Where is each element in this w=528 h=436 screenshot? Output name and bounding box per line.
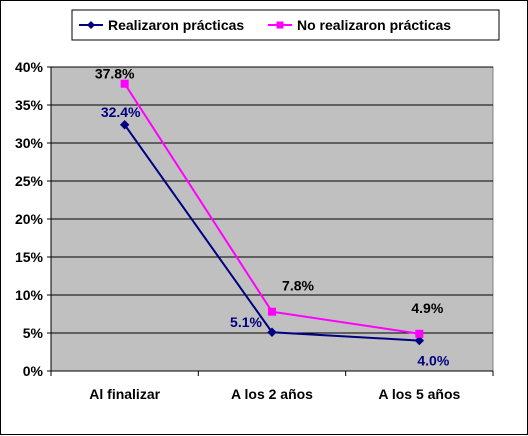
legend-marker-1 bbox=[276, 21, 284, 29]
y-tick-label: 15% bbox=[15, 249, 44, 265]
y-tick-label: 0% bbox=[23, 363, 44, 379]
data-point-marker bbox=[415, 329, 424, 338]
y-tick-label: 5% bbox=[23, 325, 44, 341]
y-tick-label: 40% bbox=[15, 59, 44, 75]
data-point-marker bbox=[120, 79, 129, 88]
legend-marker-0 bbox=[87, 21, 95, 29]
data-label: 4.9% bbox=[411, 300, 443, 316]
data-label: 7.8% bbox=[282, 278, 314, 294]
y-tick-label: 20% bbox=[15, 211, 44, 227]
legend-label-1: No realizaron prácticas bbox=[297, 17, 451, 33]
data-point-marker bbox=[414, 335, 425, 346]
y-tick-label: 10% bbox=[15, 287, 44, 303]
x-tick-label: A los 2 años bbox=[231, 386, 313, 402]
legend-label-0: Realizaron prácticas bbox=[108, 17, 244, 33]
x-tick-label: A los 5 años bbox=[378, 386, 460, 402]
data-label: 5.1% bbox=[230, 314, 262, 330]
data-point-marker bbox=[268, 307, 276, 316]
data-point-marker bbox=[119, 120, 130, 130]
y-tick-label: 25% bbox=[15, 173, 44, 189]
data-label: 37.8% bbox=[95, 66, 135, 82]
data-point-marker bbox=[267, 327, 277, 337]
y-tick-label: 35% bbox=[15, 97, 44, 113]
y-tick-label: 30% bbox=[15, 135, 44, 151]
data-label: 4.0% bbox=[417, 353, 449, 369]
data-label: 32.4% bbox=[101, 104, 141, 120]
x-tick-label: Al finalizar bbox=[89, 386, 160, 402]
